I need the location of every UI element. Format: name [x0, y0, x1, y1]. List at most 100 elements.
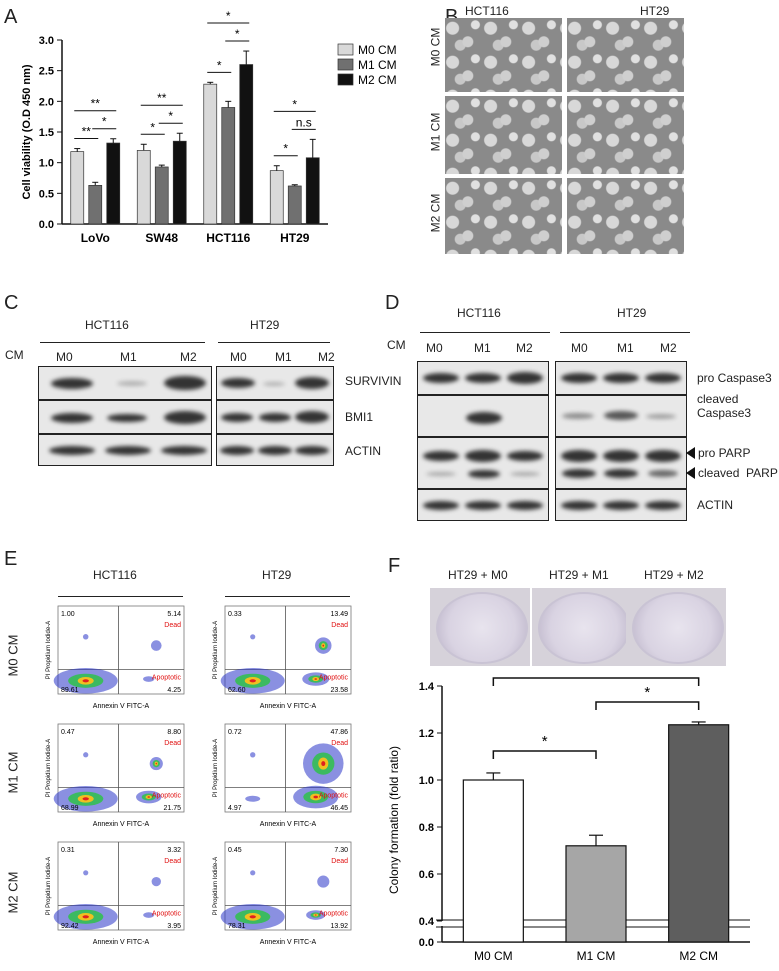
flow-dead-label: Dead: [164, 858, 181, 865]
flow-y-axis-label: PI Propidium Iodide-A: [213, 857, 219, 915]
a-category-label: SW48: [145, 231, 178, 245]
a-bar: [172, 140, 187, 225]
panel-d-letter: D: [385, 292, 400, 314]
blot-c-label-survivin: SURVIVIN: [345, 374, 402, 388]
a-bar: [305, 157, 320, 225]
panel-d-group-hct116: HCT116: [457, 306, 501, 320]
flow-q-ll: 4.97: [228, 805, 242, 812]
flow-population: [83, 870, 89, 876]
flow-population: [250, 752, 256, 758]
flow-apoptotic-label: Apoptotic: [152, 792, 182, 799]
flow-q-ur: 13.49: [330, 611, 348, 618]
flow-population: [250, 870, 256, 876]
flow-population-max: [147, 796, 150, 798]
flow-population-max: [249, 915, 256, 919]
blot-d-label-cleavedparp: cleaved PARP: [698, 466, 778, 480]
flow-x-axis-label: Annexin V FITC-A: [260, 821, 317, 828]
flow-population: [143, 676, 155, 682]
f-bar: [668, 724, 730, 943]
flow-dead-label: Dead: [164, 740, 181, 747]
a-legend-label: M0 CM: [358, 43, 397, 57]
a-legend-swatch: [337, 58, 354, 71]
f-sig-bracket: [595, 701, 700, 710]
flow-population-max: [82, 915, 89, 919]
micrograph-hct116-m2: [445, 178, 562, 254]
panel-d-lane-1: M0: [426, 341, 443, 355]
flow-q-ll: 68.99: [61, 805, 79, 812]
f-bar: [565, 845, 627, 943]
blot-d-label-proparp: pro PARP: [698, 446, 751, 460]
panel-d-lane-2: M1: [474, 341, 491, 355]
panel-c-lane-6: M2: [318, 350, 335, 364]
arrow-pro-parp-icon: [686, 447, 695, 459]
flow-population: [250, 634, 256, 640]
flow-apoptotic-label: Apoptotic: [152, 674, 182, 681]
blot-d-parp-hct116: [417, 437, 549, 489]
a-sig-mark: **: [91, 97, 101, 111]
a-legend-label: M2 CM: [358, 73, 397, 87]
a-legend-swatch: [337, 43, 354, 56]
a-category-label: HCT116: [206, 231, 250, 245]
flow-apoptotic-label: Apoptotic: [152, 910, 182, 917]
flow-q-lr: 3.95: [167, 923, 181, 930]
flow-x-axis-label: Annexin V FITC-A: [93, 821, 150, 828]
blot-d-parp-ht29: [555, 437, 687, 489]
panel-d-lane-3: M2: [516, 341, 533, 355]
blot-d-cleavedcasp3-ht29: [555, 395, 687, 437]
flow-q-ur: 3.32: [167, 847, 181, 854]
a-y-axis-label: Cell viability (O.D 450 nm): [21, 64, 33, 199]
a-bar: [203, 83, 218, 225]
f-y-axis-label: Colony formation (fold ratio): [387, 746, 401, 894]
panel-e-letter: E: [4, 548, 18, 570]
flow-population-max: [322, 644, 325, 647]
a-bar: [154, 166, 169, 225]
dish-label-m2: HT29 + M2: [644, 568, 704, 582]
a-bar: [221, 107, 236, 225]
flow-population: [83, 752, 89, 758]
blot-d-label-actin: ACTIN: [697, 498, 733, 512]
flow-dead-label: Dead: [331, 740, 348, 747]
a-bar: [88, 185, 103, 225]
f-y-tick-label: 0.6: [419, 869, 434, 881]
flow-y-axis-label: PI Propidium Iodide-A: [46, 739, 52, 797]
blot-d-cleavedcasp3-hct116: [417, 395, 549, 437]
panel-d-lane-6: M2: [660, 341, 677, 355]
panel-c-cm-label: CM: [5, 348, 24, 362]
flow-q-lr: 21.75: [163, 805, 181, 812]
panel-b-row-m2: M2 CM: [428, 193, 443, 233]
blot-d-label-procasp3: pro Caspase3: [697, 371, 772, 385]
panel-c-group-hct116: HCT116: [85, 318, 129, 332]
a-y-tick-label: 0.0: [39, 219, 54, 231]
flow-q-lr: 4.25: [167, 687, 181, 694]
blot-c-survivin-ht29: [216, 366, 334, 400]
a-bar: [239, 64, 254, 225]
panel-c-lane-4: M0: [230, 350, 247, 364]
blot-d-actin-hct116: [417, 489, 549, 521]
panel-b-col-ht29: HT29: [640, 4, 670, 18]
flow-apoptotic-label: Apoptotic: [319, 910, 349, 917]
a-sig-mark: *: [226, 9, 231, 23]
a-sig-mark: *: [150, 120, 155, 134]
colony-dish-m0: [436, 592, 528, 664]
flow-x-axis-label: Annexin V FITC-A: [260, 703, 317, 710]
flow-q-ul: 1.00: [61, 611, 75, 618]
flow-population-max: [313, 795, 318, 799]
flow-y-axis-label: PI Propidium Iodide-A: [46, 621, 52, 679]
flow-y-axis-label: PI Propidium Iodide-A: [213, 621, 219, 679]
panel-f-chart: 0.0 0.4 0.6 0.8 1.0 1.2 1.4 Colony formation (f…: [387, 670, 752, 963]
f-sig-mark: **: [590, 670, 602, 677]
flow-population: [150, 640, 162, 651]
flow-population-max: [155, 762, 157, 765]
a-y-tick-label: 3.0: [39, 35, 54, 47]
flow-plot-m0-hct116: 1.00 5.14 Dead Apoptotic 89.61 4.25 Annexin V …: [46, 605, 185, 710]
flow-apoptotic-label: Apoptotic: [319, 792, 349, 799]
panel-a-letter: A: [4, 6, 18, 28]
flow-q-ul: 0.45: [228, 847, 242, 854]
flow-q-ul: 0.33: [228, 611, 242, 618]
blot-c-actin-ht29: [216, 434, 334, 466]
a-bar: [70, 151, 85, 225]
panel-e-row-m0: M0 CM: [5, 634, 21, 677]
flow-q-ur: 47.86: [330, 729, 348, 736]
dish-label-m1: HT29 + M1: [549, 568, 609, 582]
panel-c-letter: C: [4, 292, 19, 314]
